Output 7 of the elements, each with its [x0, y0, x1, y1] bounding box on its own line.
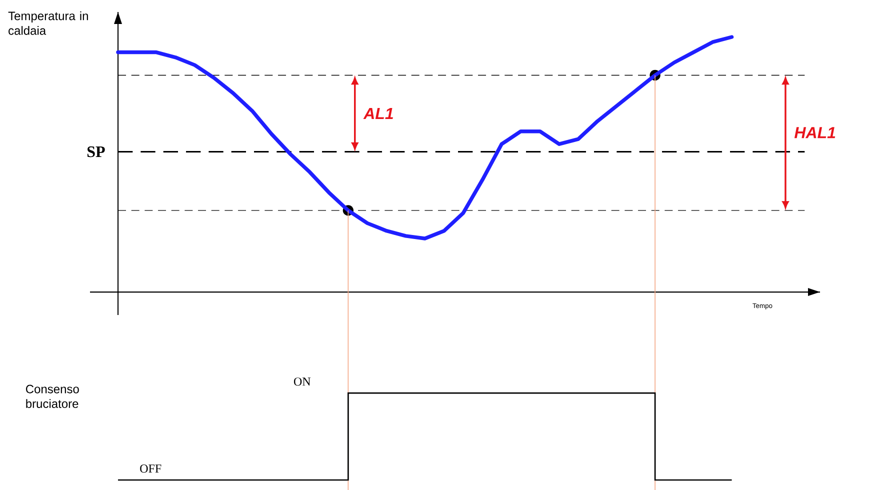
text: ON — [294, 378, 311, 386]
annotation: AL1 — [363, 108, 393, 120]
y-axis-title: Consenso bruciatore — [26, 384, 79, 408]
text: HAL1 — [794, 127, 836, 138]
y-axis-title: Temperatura in caldaia — [8, 11, 88, 35]
annotation: OFF — [140, 464, 162, 473]
ref-line-label: SP — [87, 146, 105, 158]
